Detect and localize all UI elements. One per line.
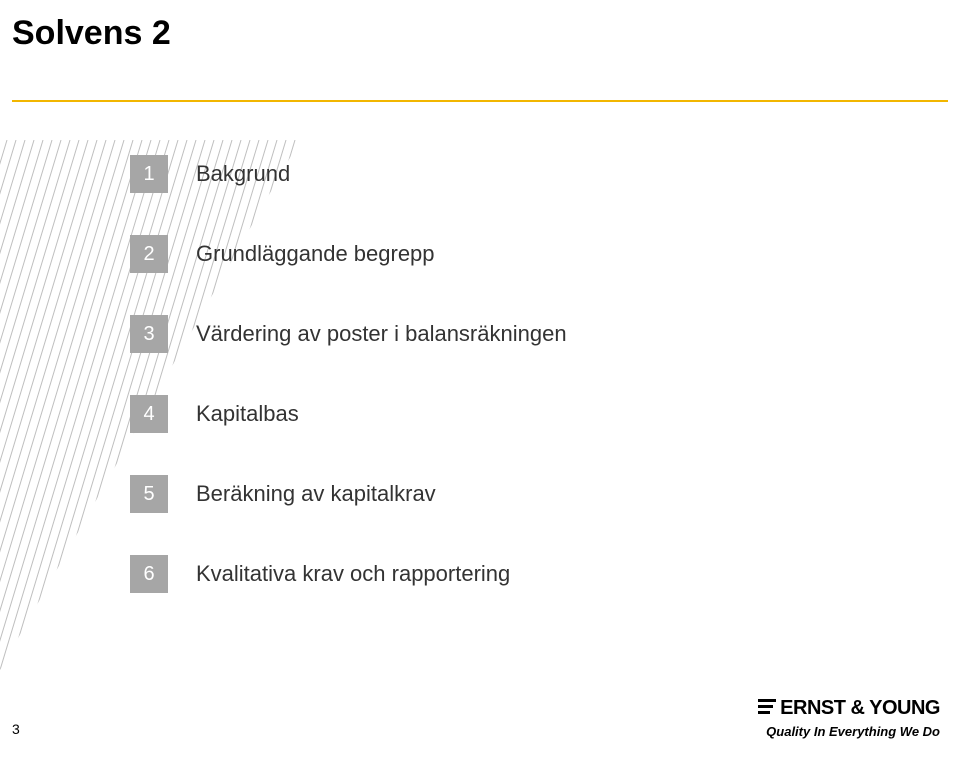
agenda-list: 1 Bakgrund 2 Grundläggande begrepp 3 Värderin… <box>130 155 567 635</box>
agenda-item: 6 Kvalitativa krav och rapportering <box>130 555 567 593</box>
logo-name-text: ERNST & YOUNG <box>780 697 940 720</box>
agenda-item-number: 4 <box>130 395 168 433</box>
agenda-item: 3 Värdering av poster i balansräkningen <box>130 315 567 353</box>
logo-bars-icon <box>758 699 776 717</box>
agenda-item-label: Värdering av poster i balansräkningen <box>196 321 567 347</box>
agenda-item-number: 6 <box>130 555 168 593</box>
slide: Solvens 2 1 Bakgrund 2 Grundläggande begrep… <box>0 0 960 757</box>
page-number: 3 <box>12 721 20 737</box>
agenda-item-label: Kvalitativa krav och rapportering <box>196 561 510 587</box>
agenda-item-number: 2 <box>130 235 168 273</box>
agenda-item: 1 Bakgrund <box>130 155 567 193</box>
agenda-item-label: Beräkning av kapitalkrav <box>196 481 436 507</box>
agenda-item-label: Kapitalbas <box>196 401 299 427</box>
logo-name-row: ERNST & YOUNG <box>758 697 940 720</box>
agenda-item: 2 Grundläggande begrepp <box>130 235 567 273</box>
agenda-item-number: 1 <box>130 155 168 193</box>
page-title: Solvens 2 <box>12 14 171 53</box>
agenda-item-label: Grundläggande begrepp <box>196 241 435 267</box>
accent-line <box>12 100 948 102</box>
agenda-item-number: 5 <box>130 475 168 513</box>
agenda-item: 5 Beräkning av kapitalkrav <box>130 475 567 513</box>
agenda-item: 4 Kapitalbas <box>130 395 567 433</box>
logo-tagline: Quality In Everything We Do <box>758 724 940 739</box>
logo: ERNST & YOUNG Quality In Everything We D… <box>758 697 940 740</box>
agenda-item-label: Bakgrund <box>196 161 290 187</box>
agenda-item-number: 3 <box>130 315 168 353</box>
